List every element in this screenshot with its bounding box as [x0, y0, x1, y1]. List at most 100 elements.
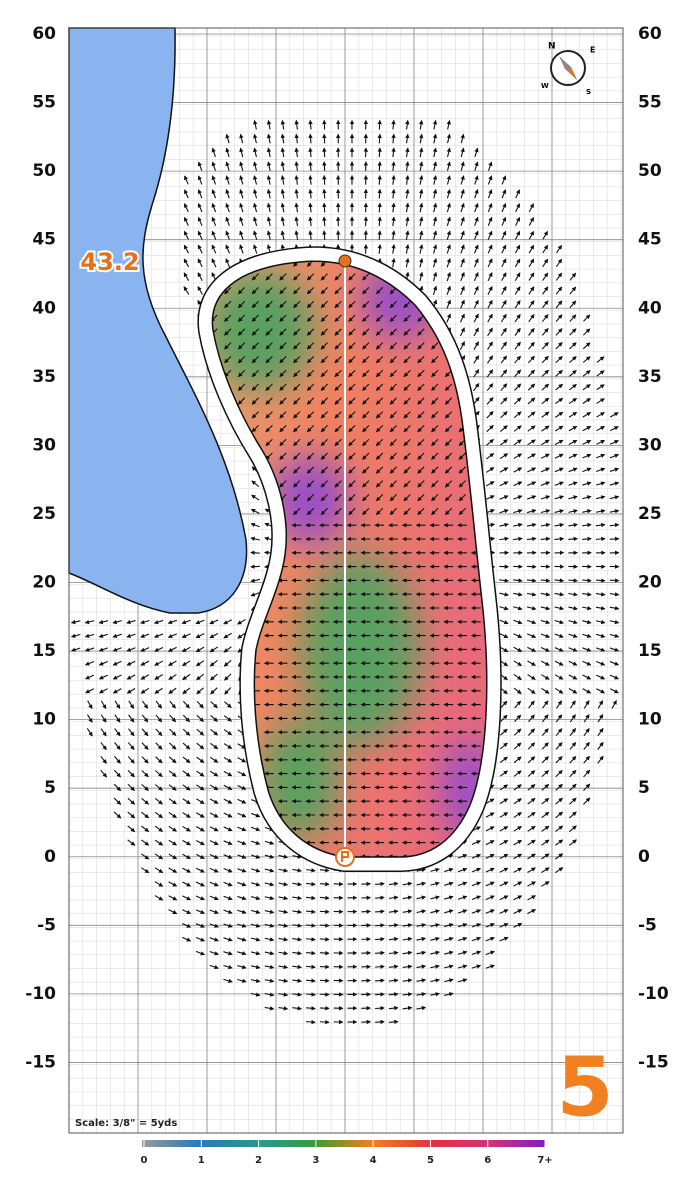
slope-arrow	[266, 133, 272, 144]
slope-arrow	[555, 328, 563, 336]
compass-n: N	[548, 42, 556, 52]
slope-arrow	[528, 244, 535, 254]
slope-arrow	[513, 756, 522, 764]
slope-arrow	[197, 175, 203, 185]
slope-arrow	[168, 895, 178, 901]
slope-arrow	[197, 202, 203, 213]
slope-arrow	[388, 1019, 399, 1025]
slope-arrow	[319, 978, 330, 983]
slope-arrow	[181, 660, 191, 667]
slope-arrow	[446, 188, 451, 199]
slope-arrow	[362, 273, 370, 281]
slope-arrow	[362, 287, 370, 295]
slope-arrow	[155, 742, 163, 750]
legend-label: 7+	[537, 1155, 552, 1166]
slope-arrow	[250, 508, 260, 514]
slope-arrow	[485, 481, 495, 487]
slope-arrow	[154, 811, 163, 819]
slope-arrow	[391, 202, 396, 213]
slope-arrow	[209, 895, 219, 901]
slope-arrow	[306, 466, 315, 474]
slope-arrow	[514, 369, 522, 378]
slope-arrow	[306, 923, 316, 928]
slope-arrow	[582, 606, 592, 611]
slope-arrow	[183, 258, 190, 268]
slope-arrow	[306, 383, 315, 391]
slope-arrow	[250, 592, 260, 597]
slope-arrow	[237, 978, 247, 983]
slope-arrow	[168, 853, 178, 860]
slope-arrow	[500, 425, 508, 432]
slope-arrow	[485, 936, 495, 942]
slope-arrow	[569, 314, 577, 322]
slope-arrow	[444, 964, 454, 969]
slope-arrow	[444, 867, 454, 873]
slope-arrow	[293, 328, 301, 336]
slope-arrow	[583, 755, 590, 764]
slope-arrow	[209, 923, 219, 928]
slope-arrow	[528, 203, 534, 213]
slope-arrow	[319, 881, 330, 887]
slope-arrow	[320, 438, 328, 447]
compass-e: E	[590, 46, 595, 55]
slope-arrow	[444, 507, 453, 516]
slope-arrow	[542, 272, 549, 281]
slope-arrow	[100, 700, 107, 710]
slope-arrow	[569, 769, 577, 778]
slope-arrow	[322, 174, 327, 185]
slope-arrow	[168, 825, 177, 832]
slope-arrow	[223, 840, 233, 845]
slope-arrow	[595, 481, 606, 486]
slope-arrow	[474, 175, 479, 185]
slope-arrow	[405, 257, 410, 268]
slope-arrow	[319, 923, 330, 928]
slope-arrow	[308, 188, 313, 199]
slope-arrow	[460, 133, 465, 144]
slope-arrow	[348, 438, 356, 447]
slope-arrow	[583, 769, 591, 778]
slope-arrow	[541, 328, 549, 336]
slope-arrow	[402, 950, 413, 956]
y-tick-label-right: 40	[638, 298, 662, 318]
slope-arrow	[250, 895, 261, 901]
slope-arrow	[485, 881, 495, 887]
slope-arrow	[568, 619, 578, 625]
slope-arrow	[555, 825, 564, 832]
slope-arrow	[444, 992, 454, 997]
slope-arrow	[432, 188, 438, 199]
slope-arrow	[499, 536, 509, 542]
slope-arrow	[418, 147, 424, 158]
slope-arrow	[460, 244, 465, 254]
slope-arrow	[362, 480, 370, 488]
y-tick-label: 45	[32, 230, 56, 250]
slope-arrow	[334, 494, 342, 502]
slope-arrow	[609, 592, 620, 597]
slope-arrow	[513, 728, 522, 736]
slope-arrow	[253, 188, 258, 199]
slope-arrow	[237, 771, 247, 777]
slope-arrow	[471, 950, 482, 955]
slope-arrow	[403, 480, 411, 488]
slope-arrow	[458, 507, 466, 516]
slope-arrow	[471, 923, 482, 928]
slope-arrow	[514, 341, 521, 350]
slope-arrow	[182, 742, 191, 750]
slope-arrow	[225, 202, 230, 213]
slope-arrow	[513, 909, 523, 915]
slope-arrow	[458, 494, 466, 502]
slope-arrow	[486, 369, 494, 378]
slope-arrow	[127, 756, 135, 764]
slope-arrow	[279, 438, 287, 447]
slope-arrow	[237, 798, 247, 804]
slope-arrow	[419, 216, 424, 227]
slope-arrow	[485, 812, 495, 818]
slope-arrow	[432, 285, 438, 296]
slope-arrow	[595, 578, 606, 583]
slope-arrow	[389, 383, 397, 391]
slope-arrow	[293, 314, 301, 322]
slope-arrow	[292, 854, 302, 859]
slope-arrow	[237, 964, 247, 970]
slope-arrow	[253, 202, 258, 213]
slope-arrow	[513, 411, 522, 419]
slope-arrow	[265, 314, 273, 322]
